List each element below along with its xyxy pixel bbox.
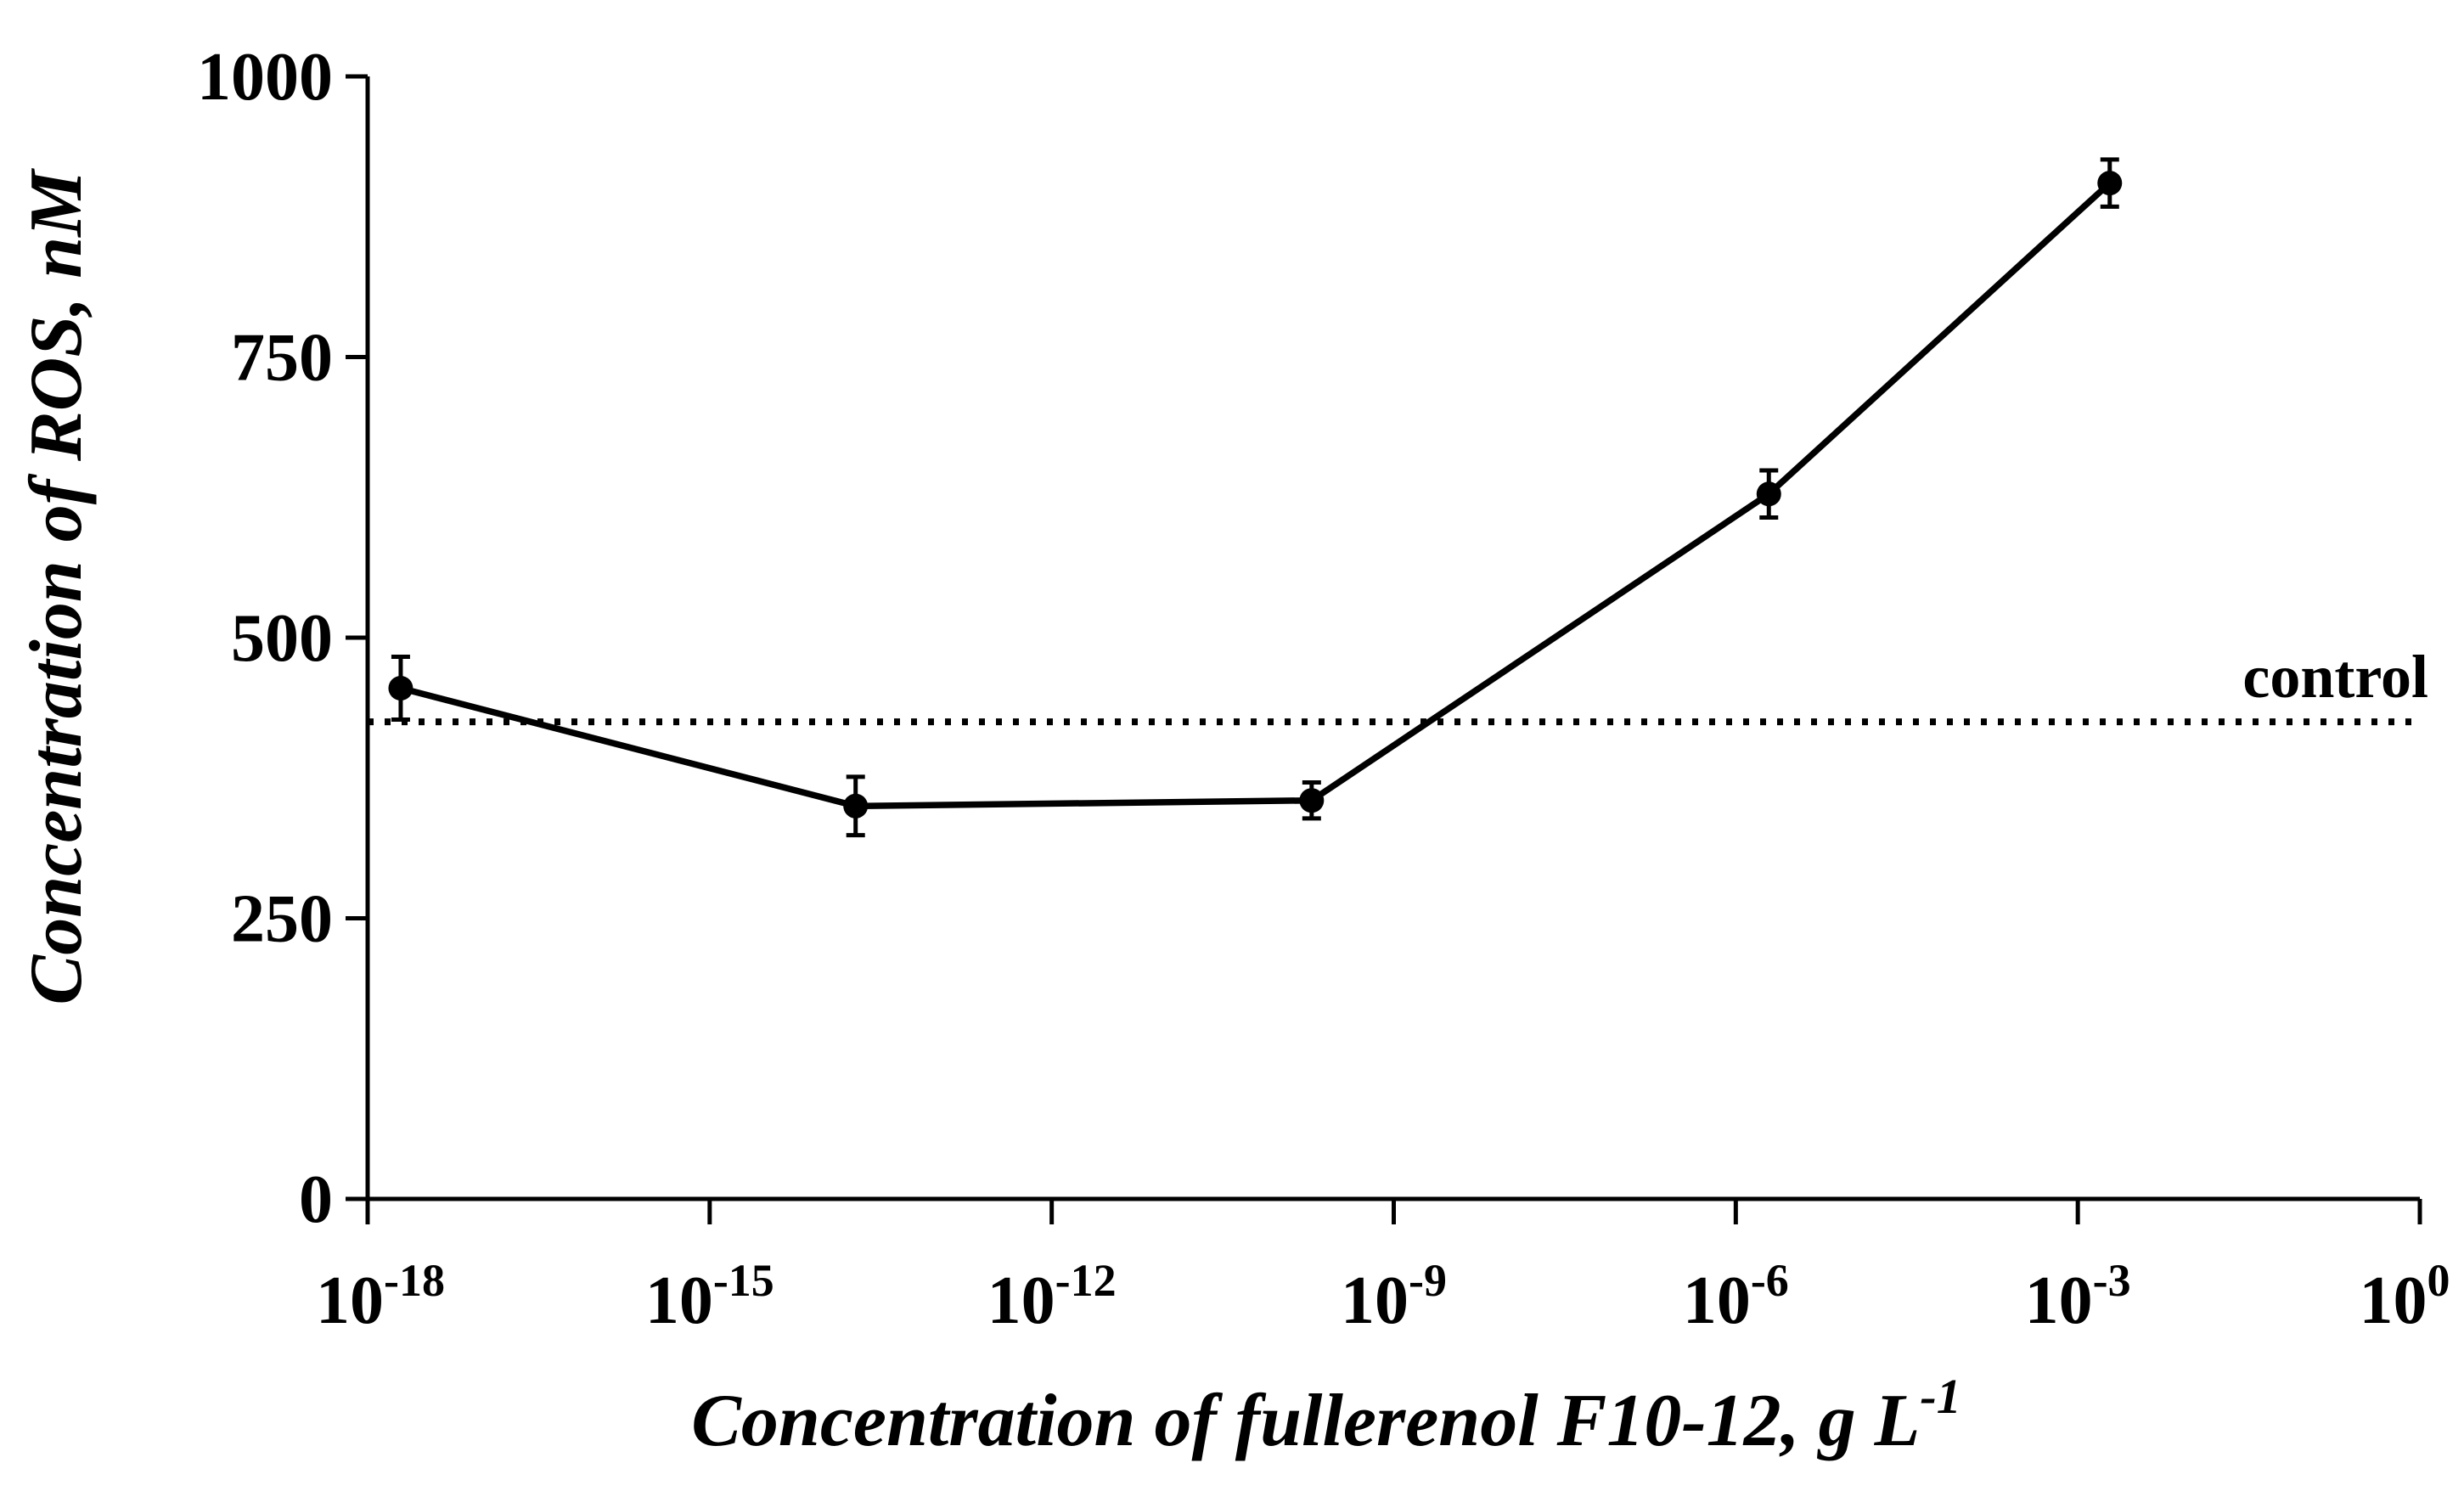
x-tick-label-base: 10 (987, 1263, 1055, 1338)
y-tick-marks (346, 74, 368, 1201)
x-tick-label: 10-3 (2025, 1255, 2131, 1338)
y-tick-label: 500 (231, 601, 333, 676)
x-tick-label: 10-15 (645, 1255, 774, 1338)
control-label: control (2242, 643, 2428, 711)
x-axis-title-superscript: -1 (1920, 1369, 1961, 1424)
data-point-marker (1756, 481, 1781, 507)
x-axis-title: Concentration of fullerenol F10-12, g L-… (691, 1369, 1961, 1462)
data-point-marker (843, 793, 869, 819)
y-tick-label: 0 (299, 1162, 333, 1237)
x-tick-label-superscript: -3 (2093, 1255, 2131, 1306)
data-point-marker (388, 675, 413, 700)
x-tick-labels: 10-18 10-15 10-12 10-9 10-6 10-3 100 (316, 1255, 2450, 1338)
data-point-marker (2097, 171, 2123, 196)
x-tick-label-base: 10 (2025, 1263, 2093, 1338)
data-series (388, 157, 2123, 838)
y-tick-label: 250 (231, 882, 333, 957)
x-tick-label-superscript: -6 (1751, 1255, 1789, 1306)
series-line (397, 179, 2113, 810)
y-tick-labels: 0 250 500 750 1000 (197, 40, 333, 1237)
x-tick-label-superscript: -15 (713, 1255, 774, 1306)
y-axis-title: Concentration of ROS, nM (15, 168, 98, 1005)
x-tick-marks (365, 1199, 2422, 1224)
x-tick-label-base: 10 (316, 1263, 384, 1338)
y-tick-label: 750 (231, 321, 333, 396)
control-line-group: control (368, 643, 2428, 726)
x-tick-label-base: 10 (1683, 1263, 1751, 1338)
x-tick-label: 10-12 (987, 1255, 1117, 1338)
data-point-marker (1299, 788, 1325, 813)
x-tick-label: 10-9 (1341, 1255, 1447, 1338)
x-tick-label: 10-6 (1683, 1255, 1789, 1338)
x-tick-label: 10-18 (316, 1255, 445, 1338)
y-tick-label: 1000 (197, 40, 333, 115)
x-axis-title-main: Concentration of fullerenol F10-12, g L (691, 1380, 1920, 1462)
x-tick-label-superscript: 0 (2427, 1255, 2450, 1306)
x-tick-label-superscript: -9 (1409, 1255, 1447, 1306)
x-tick-label-base: 10 (1341, 1263, 1409, 1338)
x-tick-label-superscript: -18 (384, 1255, 445, 1306)
x-tick-label-base: 10 (645, 1263, 713, 1338)
x-tick-label-base: 10 (2360, 1263, 2427, 1338)
x-tick-label-superscript: -12 (1055, 1255, 1117, 1306)
x-tick-label: 100 (2360, 1255, 2450, 1338)
